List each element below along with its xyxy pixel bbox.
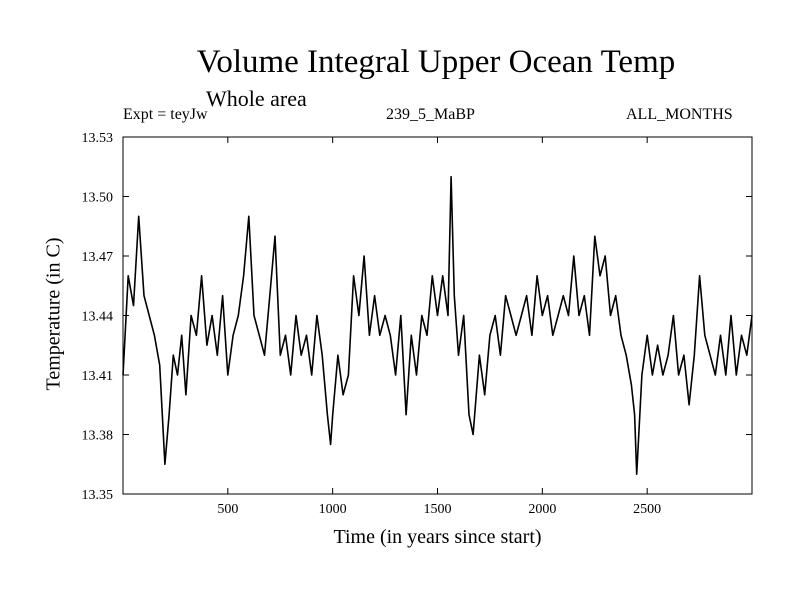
y-tick-label: 13.38 — [82, 429, 114, 444]
x-axis: 500 1000 1500 2000 2500 — [217, 137, 661, 517]
y-tick-label: 13.50 — [82, 191, 114, 206]
run-label: 239_5_MaBP — [386, 106, 475, 123]
x-tick-label: 500 — [217, 502, 238, 517]
x-tick-label: 2000 — [528, 502, 556, 517]
months-label: ALL_MONTHS — [626, 106, 733, 123]
series-line-teyJw — [122, 175, 753, 475]
chart-subtitle: Whole area — [206, 86, 307, 111]
y-tick-label: 13.53 — [82, 131, 114, 146]
x-tick-label: 2500 — [633, 502, 661, 517]
x-axis-label: Time (in years since start) — [333, 526, 542, 548]
y-tick-label: 13.44 — [82, 310, 114, 325]
y-axis-label: Temperature (in C) — [42, 237, 65, 391]
y-tick-label: 13.41 — [82, 369, 114, 384]
y-tick-label: 13.47 — [82, 250, 114, 265]
x-tick-label: 1500 — [424, 502, 452, 517]
y-axis: 13.35 13.38 13.41 13.44 13.47 13.50 13.53 — [82, 131, 752, 503]
y-tick-label: 13.35 — [82, 488, 114, 503]
experiment-label: Expt = teyJw — [123, 106, 208, 123]
chart-title: Volume Integral Upper Ocean Temp — [196, 44, 676, 80]
x-tick-label: 1000 — [319, 502, 347, 517]
